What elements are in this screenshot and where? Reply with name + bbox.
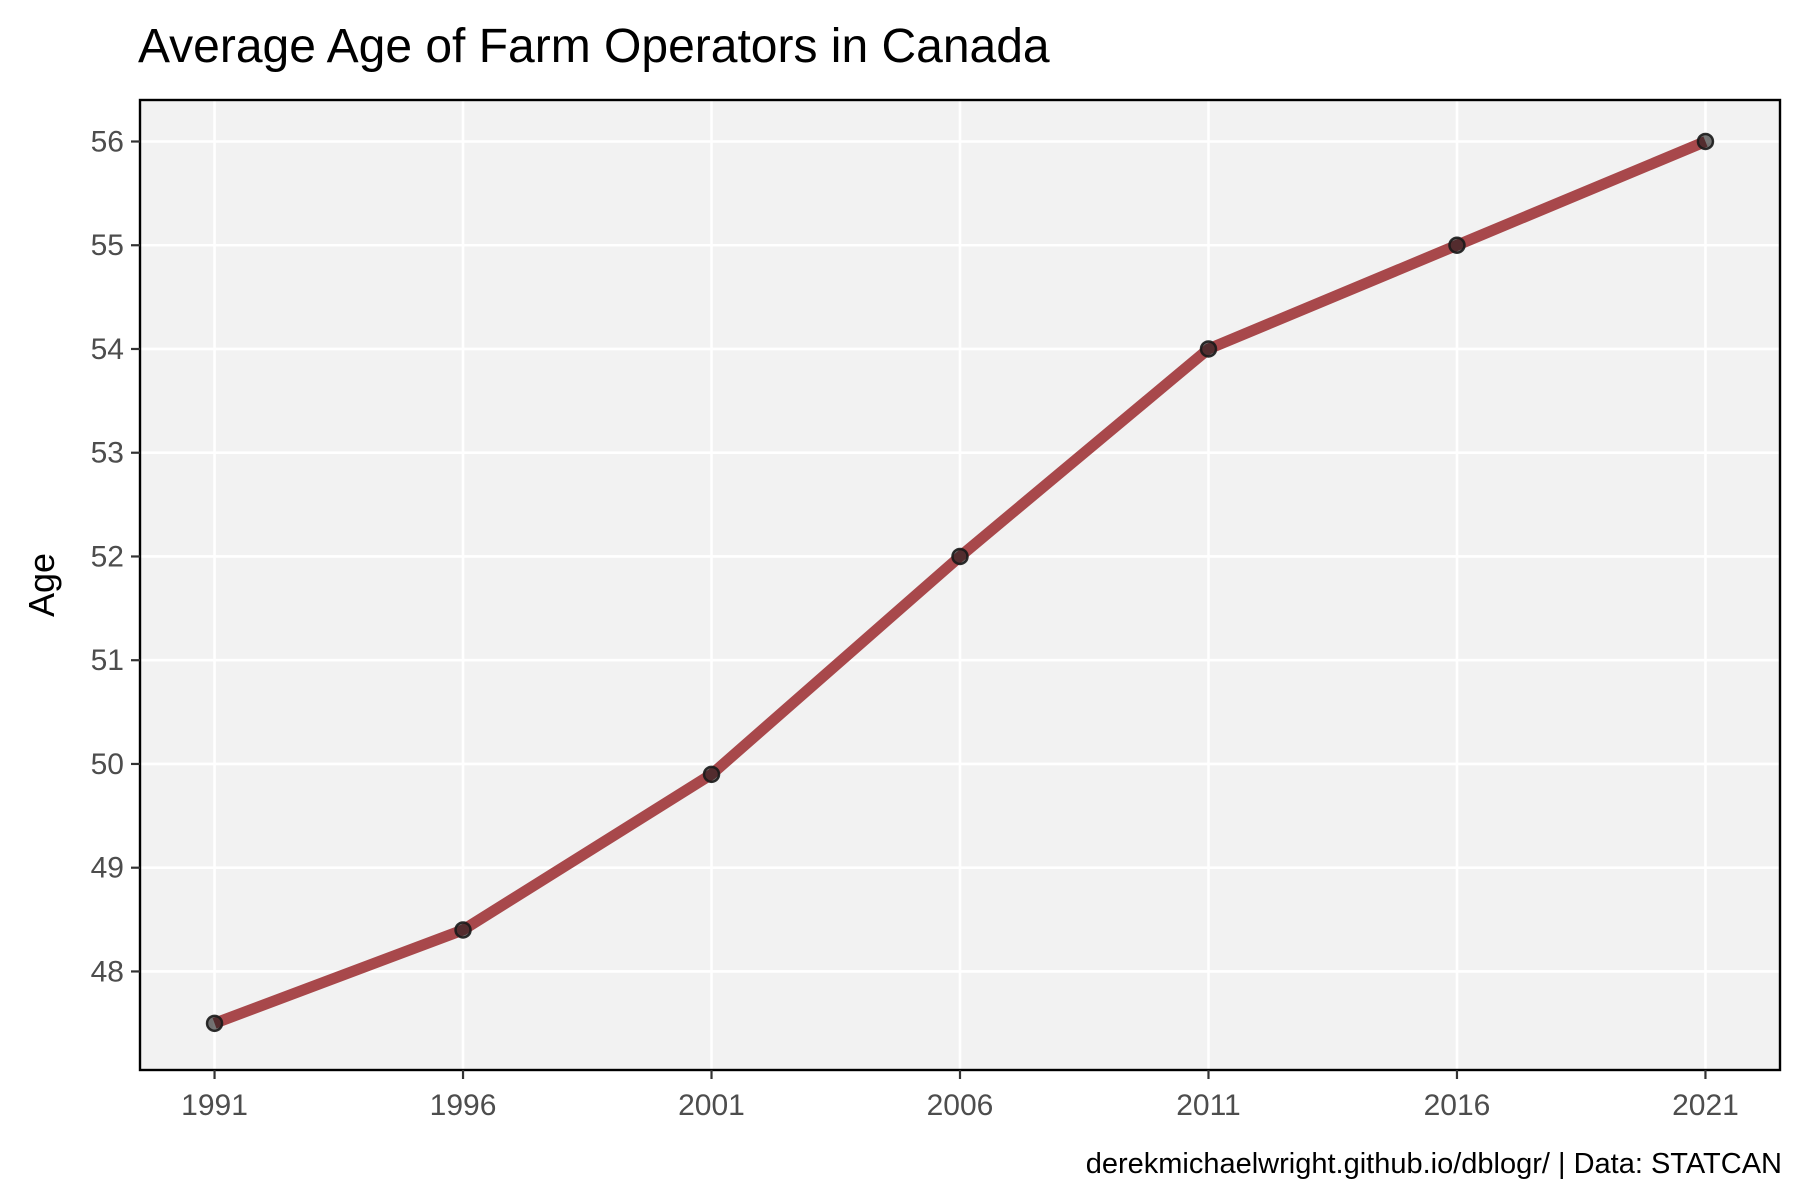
x-tick-label: 2006 bbox=[927, 1089, 994, 1122]
chart-title: Average Age of Farm Operators in Canada bbox=[138, 20, 1050, 73]
data-point bbox=[205, 1014, 224, 1033]
data-point bbox=[702, 765, 721, 784]
x-axis: 1991 1996 2001 2006 2011 2016 2021 bbox=[181, 1070, 1739, 1122]
x-tick-label: 2016 bbox=[1424, 1089, 1491, 1122]
y-tick-label: 50 bbox=[91, 748, 124, 781]
y-tick-label: 56 bbox=[91, 125, 124, 158]
x-tick-label: 1991 bbox=[181, 1089, 248, 1122]
y-tick-label: 48 bbox=[91, 955, 124, 988]
data-point bbox=[1199, 340, 1218, 358]
y-tick-label: 54 bbox=[91, 333, 124, 366]
y-tick-label: 51 bbox=[91, 644, 124, 677]
x-tick-label: 2001 bbox=[678, 1089, 745, 1122]
y-tick-label: 55 bbox=[91, 229, 124, 262]
data-point bbox=[951, 547, 969, 566]
x-tick-label: 1996 bbox=[430, 1089, 497, 1122]
data-point bbox=[1448, 236, 1466, 254]
x-tick-label: 2021 bbox=[1672, 1089, 1739, 1122]
y-axis-title: Age bbox=[21, 553, 62, 617]
x-tick-label: 2011 bbox=[1176, 1089, 1241, 1122]
y-axis: 48 49 50 51 52 53 54 55 56 bbox=[91, 125, 140, 988]
y-tick-label: 52 bbox=[91, 540, 124, 573]
chart-caption: derekmichaelwright.github.io/dblogr/ | D… bbox=[1086, 1148, 1782, 1180]
data-point bbox=[454, 921, 472, 939]
data-point bbox=[1696, 132, 1715, 151]
grid-lines bbox=[140, 100, 1780, 1070]
series-layer bbox=[205, 132, 1715, 1033]
y-tick-label: 49 bbox=[91, 852, 124, 885]
y-tick-label: 53 bbox=[91, 437, 124, 470]
